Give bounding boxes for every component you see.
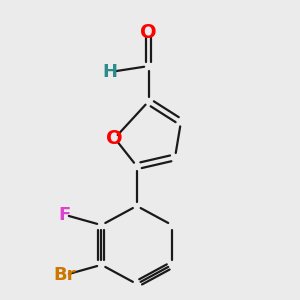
Text: O: O — [140, 23, 157, 42]
Text: O: O — [106, 129, 123, 148]
Text: F: F — [58, 206, 71, 224]
Text: H: H — [103, 63, 118, 81]
Text: Br: Br — [53, 266, 76, 284]
